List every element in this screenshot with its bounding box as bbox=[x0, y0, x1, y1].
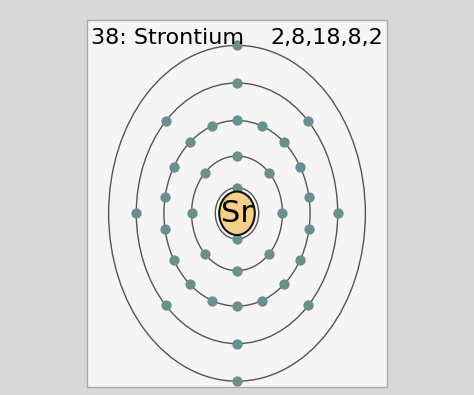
Point bbox=[208, 297, 216, 304]
Point bbox=[297, 257, 304, 263]
Point bbox=[305, 226, 313, 233]
Point bbox=[161, 226, 169, 233]
Point bbox=[132, 210, 140, 216]
Point bbox=[233, 236, 241, 242]
Point bbox=[280, 139, 288, 145]
Ellipse shape bbox=[219, 192, 255, 235]
Point bbox=[162, 302, 170, 308]
Point bbox=[297, 164, 304, 170]
Point bbox=[304, 302, 312, 308]
Text: Sr: Sr bbox=[221, 199, 253, 228]
Point bbox=[162, 118, 170, 124]
Point bbox=[233, 42, 241, 49]
Point bbox=[233, 378, 241, 384]
Point bbox=[258, 297, 266, 304]
Point bbox=[279, 210, 286, 216]
Point bbox=[233, 117, 241, 124]
Point bbox=[233, 340, 241, 347]
Point bbox=[186, 139, 194, 145]
Point bbox=[304, 118, 312, 124]
Bar bbox=[87, 20, 387, 387]
Point bbox=[161, 194, 169, 200]
Point bbox=[201, 169, 209, 176]
Point bbox=[233, 80, 241, 86]
Point bbox=[170, 164, 177, 170]
Point bbox=[258, 123, 266, 129]
Text: 38: Strontium: 38: Strontium bbox=[91, 28, 244, 48]
Point bbox=[233, 267, 241, 274]
Point bbox=[233, 303, 241, 309]
Point bbox=[201, 251, 209, 257]
Point bbox=[208, 123, 216, 129]
Point bbox=[170, 256, 177, 263]
Point bbox=[188, 210, 195, 216]
Point bbox=[265, 169, 273, 176]
Point bbox=[334, 210, 341, 216]
Point bbox=[280, 281, 288, 288]
Point bbox=[233, 153, 241, 159]
Point bbox=[305, 194, 313, 200]
Point bbox=[186, 281, 194, 288]
Text: 2,8,18,8,2: 2,8,18,8,2 bbox=[270, 28, 383, 48]
Point bbox=[233, 184, 241, 191]
Point bbox=[265, 251, 273, 257]
